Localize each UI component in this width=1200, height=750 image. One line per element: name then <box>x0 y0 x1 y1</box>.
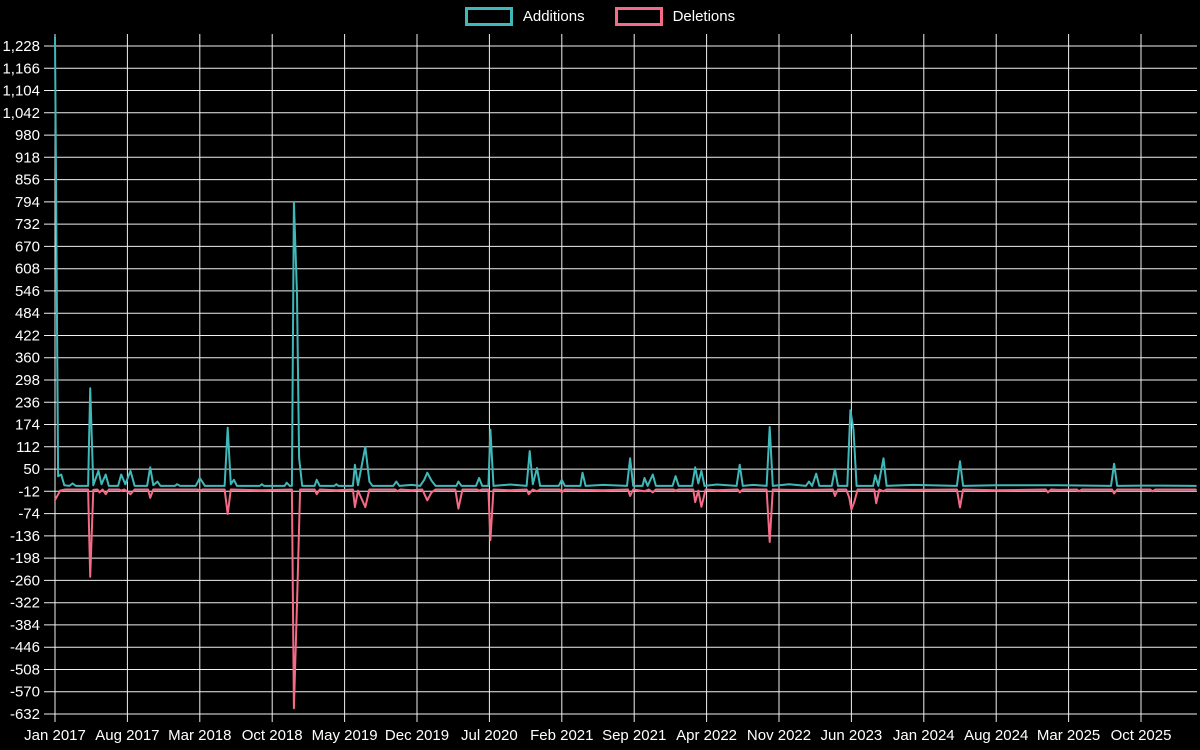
y-tick-label: -632 <box>10 706 40 723</box>
y-tick-label: 298 <box>15 372 40 389</box>
y-tick-label: -136 <box>10 528 40 545</box>
y-tick-label: 1,104 <box>2 83 40 100</box>
y-tick-label: -322 <box>10 595 40 612</box>
additions-swatch-icon <box>464 7 513 26</box>
x-tick-label: Mar 2018 <box>168 727 231 744</box>
y-tick-label: 1,042 <box>2 105 40 122</box>
y-tick-label: 608 <box>15 261 40 278</box>
legend-label-deletions: Deletions <box>672 8 736 25</box>
y-tick-label: 918 <box>15 149 40 166</box>
x-tick-label: Apr 2022 <box>676 727 737 744</box>
y-tick-label: 174 <box>15 417 40 434</box>
y-tick-label: -446 <box>10 639 40 656</box>
y-tick-label: -384 <box>10 617 40 634</box>
x-tick-label: Dec 2019 <box>385 727 449 744</box>
legend-item-additions[interactable]: Additions <box>464 7 585 26</box>
x-tick-label: Nov 2022 <box>747 727 811 744</box>
y-tick-label: -508 <box>10 662 40 679</box>
x-tick-label: Aug 2017 <box>95 727 159 744</box>
legend-label-additions: Additions <box>522 8 585 25</box>
x-tick-label: Mar 2025 <box>1037 727 1100 744</box>
x-tick-label: Feb 2021 <box>530 727 593 744</box>
x-tick-label: Oct 2025 <box>1111 727 1172 744</box>
y-tick-label: 856 <box>15 172 40 189</box>
x-tick-label: Sep 2021 <box>602 727 666 744</box>
y-tick-label: 422 <box>15 328 40 345</box>
additions-line <box>54 36 1197 487</box>
x-tick-label: Jan 2024 <box>893 727 955 744</box>
y-tick-label: 1,166 <box>2 60 40 77</box>
x-tick-label: May 2019 <box>312 727 378 744</box>
x-tick-label: Oct 2018 <box>242 727 303 744</box>
y-tick-label: 236 <box>15 394 40 411</box>
legend-item-deletions[interactable]: Deletions <box>614 7 736 26</box>
x-tick-label: Jul 2020 <box>461 727 518 744</box>
y-tick-label: -74 <box>18 506 40 523</box>
y-tick-label: -198 <box>10 550 40 567</box>
y-tick-label: 794 <box>15 194 40 211</box>
y-tick-label: 980 <box>15 127 40 144</box>
y-tick-label: -12 <box>18 483 40 500</box>
x-tick-label: Aug 2024 <box>964 727 1028 744</box>
y-tick-label: 670 <box>15 238 40 255</box>
y-tick-label: 546 <box>15 283 40 300</box>
y-tick-label: 112 <box>16 439 40 456</box>
x-tick-label: Jan 2017 <box>24 727 86 744</box>
y-tick-label: 732 <box>15 216 40 233</box>
y-tick-label: 484 <box>15 305 40 322</box>
deletions-line <box>54 488 1197 710</box>
y-tick-label: 1,228 <box>2 38 40 55</box>
x-tick-label: Jun 2023 <box>821 727 883 744</box>
deletions-swatch-icon <box>614 7 663 26</box>
y-tick-label: 50 <box>23 461 40 478</box>
legend: Additions Deletions <box>0 7 1200 26</box>
y-tick-label: -570 <box>10 684 40 701</box>
y-tick-label: 360 <box>15 350 40 367</box>
y-tick-label: -260 <box>10 572 40 589</box>
